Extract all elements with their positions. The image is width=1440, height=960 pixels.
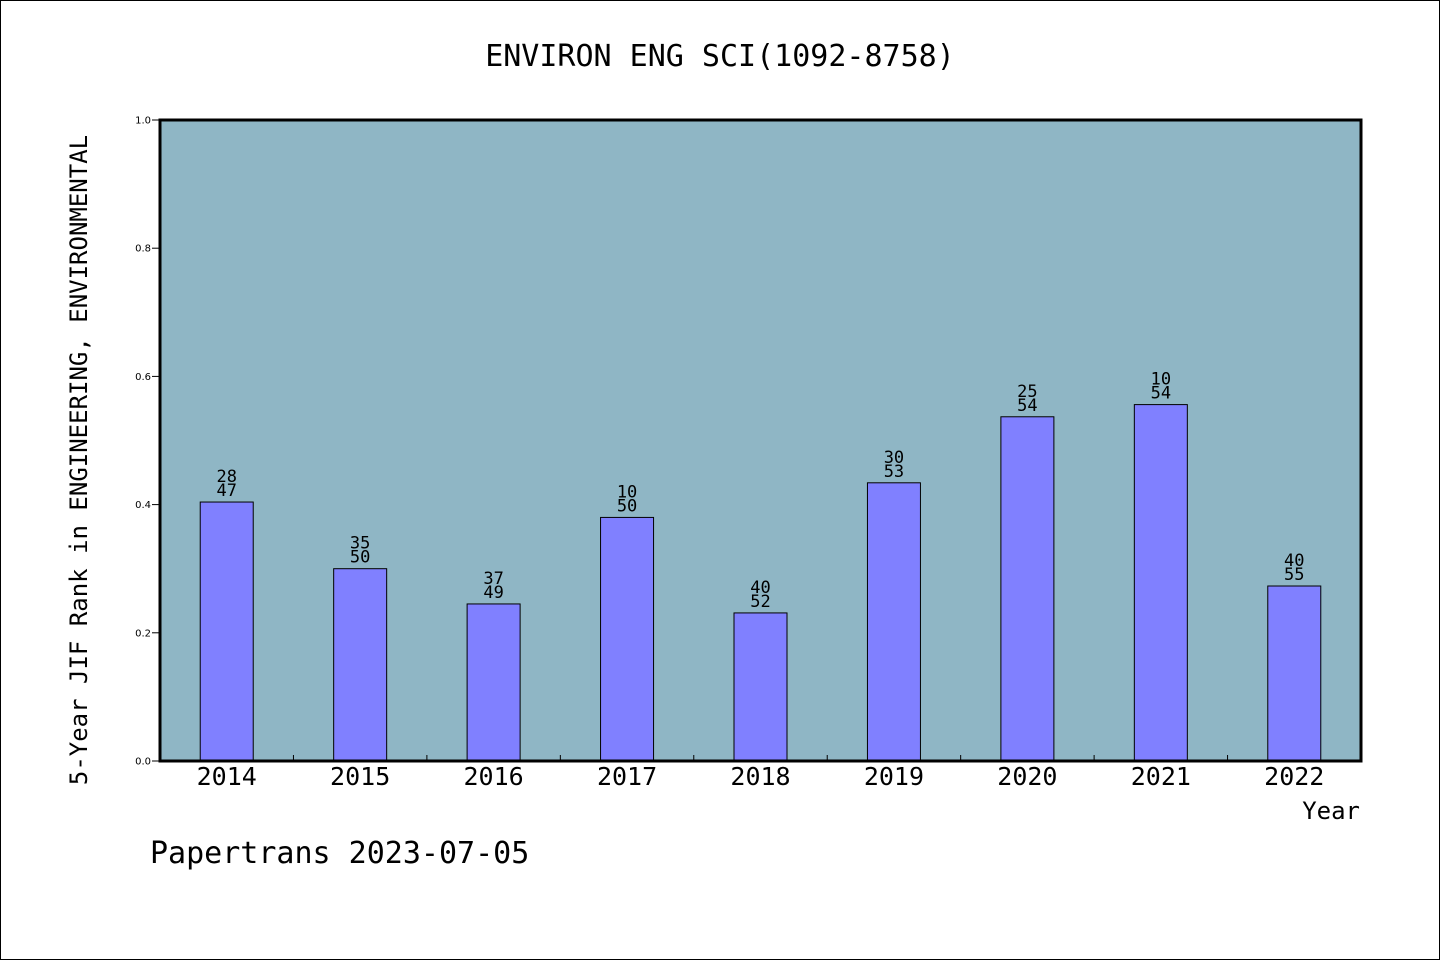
data-label-total: 54 <box>1017 396 1037 416</box>
x-tick-label: 2016 <box>464 762 524 791</box>
data-label-total: 54 <box>1151 384 1171 404</box>
y-tick-label: 0.2 <box>135 628 151 639</box>
footer-text: Papertrans 2023-07-05 <box>150 836 529 871</box>
bar-2016 <box>466 603 521 762</box>
x-tick-label: 2019 <box>864 762 924 791</box>
x-tick-label: 2018 <box>730 762 790 791</box>
x-axis: 2014 2015 2016 2017 2018 2019 2020 2021 2022 <box>197 755 1324 791</box>
data-label-total: 47 <box>216 481 236 501</box>
bar-2020 <box>1000 416 1055 762</box>
y-axis-label: 5-Year JIF Rank in ENGINEERING, ENVIRONM… <box>65 135 93 785</box>
y-tick-label: 0.4 <box>135 500 151 511</box>
data-label-rank: 35 <box>350 534 370 554</box>
bar-2018 <box>733 612 788 762</box>
x-tick-label: 2015 <box>330 762 390 791</box>
bars <box>199 404 1322 762</box>
data-label-rank: 25 <box>1017 382 1037 402</box>
x-axis-label: Year <box>1302 797 1360 825</box>
y-tick-label: 0.0 <box>135 757 151 768</box>
data-label-rank: 37 <box>483 569 503 589</box>
data-label-total: 50 <box>617 496 637 516</box>
data-label-rank: 28 <box>216 467 236 487</box>
data-label-rank: 40 <box>1284 551 1304 571</box>
plot-border <box>158 118 1363 763</box>
data-label-total: 50 <box>350 548 370 568</box>
data-label-total: 53 <box>884 462 904 482</box>
bar-2021 <box>1133 404 1188 762</box>
y-tick-label: 0.8 <box>135 244 151 255</box>
bar-2022 <box>1267 585 1322 762</box>
y-axis: 0.0 0.2 0.4 0.6 0.8 1.0 <box>135 116 160 768</box>
y-tick-label: 0.6 <box>135 372 151 383</box>
y-tick-label: 1.0 <box>135 116 151 127</box>
data-label-total: 52 <box>750 592 770 612</box>
x-tick-label: 2014 <box>197 762 257 791</box>
data-label-rank: 10 <box>617 482 637 502</box>
x-tick-label: 2021 <box>1131 762 1191 791</box>
data-label-rank: 30 <box>884 448 904 468</box>
data-label-rank: 40 <box>750 578 770 598</box>
x-tick-label: 2020 <box>997 762 1057 791</box>
bar-2017 <box>600 516 655 762</box>
data-label-total: 55 <box>1284 565 1304 585</box>
bar-2015 <box>333 568 388 762</box>
chart-title: ENVIRON ENG SCI(1092-8758) <box>485 39 955 74</box>
x-tick-label: 2022 <box>1264 762 1324 791</box>
data-label-total: 49 <box>483 583 503 603</box>
data-label-rank: 10 <box>1151 370 1171 390</box>
bar-2014 <box>199 501 254 762</box>
bar-2019 <box>866 482 921 762</box>
x-tick-label: 2017 <box>597 762 657 791</box>
